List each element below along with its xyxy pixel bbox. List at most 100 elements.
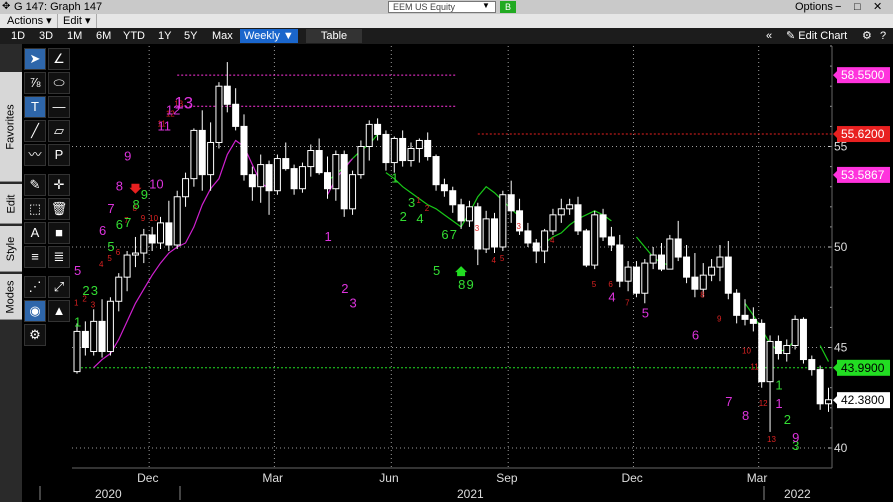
candle-body	[499, 194, 507, 248]
count-red-label: 7	[625, 298, 630, 307]
frequency-dropdown[interactable]: Weekly ▼	[240, 29, 298, 43]
candle-body	[357, 146, 365, 176]
settings-icon[interactable]: ⚙	[862, 30, 872, 42]
count-green-label: 8	[458, 277, 465, 292]
count-red-label: 4	[99, 260, 104, 269]
price-label-icon[interactable]: P	[48, 144, 70, 166]
candle-body	[516, 210, 524, 232]
period-max-button[interactable]: Max	[212, 30, 233, 42]
period-3d-button[interactable]: 3D	[39, 30, 54, 42]
options-menu[interactable]: Options	[795, 1, 833, 13]
count-red-label: 3	[517, 222, 522, 231]
candle-body	[340, 154, 348, 210]
price-label-pointer	[833, 130, 837, 139]
rectangle-icon[interactable]: ▱	[48, 120, 70, 142]
period-1m-button[interactable]: 1M	[67, 30, 83, 42]
horizontal-line-icon[interactable]: —	[48, 96, 70, 118]
candle-body	[106, 300, 114, 353]
count-magenta-label: 5	[74, 263, 81, 278]
crosshair-icon[interactable]: ✛	[48, 174, 70, 196]
ticker-input[interactable]: EEM US Equity	[388, 1, 496, 13]
text-box-icon[interactable]: T	[24, 96, 46, 118]
x-tick-label: Jun	[379, 471, 398, 485]
y-tick-label: 40	[834, 441, 848, 455]
price-label-text: 55.6200	[841, 127, 885, 141]
select-region-icon[interactable]: ⬚	[24, 198, 46, 220]
tab-modes[interactable]: Modes	[0, 274, 22, 320]
collapse-icon[interactable]: «	[766, 30, 773, 42]
count-red-label: 13	[174, 99, 183, 108]
trend-line-icon[interactable]: ╱	[24, 120, 46, 142]
x-tick-label: Dec	[621, 471, 642, 485]
line-style-icon[interactable]: ≡	[24, 246, 46, 268]
fibonacci-icon[interactable]: ⅞	[24, 72, 46, 94]
ruler-icon[interactable]: ⋰	[24, 276, 46, 298]
draw-line-icon[interactable]: ∠	[48, 48, 70, 70]
ellipse-icon[interactable]: ⬭	[48, 72, 70, 94]
count-magenta-label: 1	[325, 229, 332, 244]
price-label-text: 43.9900	[841, 361, 885, 375]
count-red-label: 13	[767, 435, 776, 444]
text-icon[interactable]: A	[24, 222, 46, 244]
y-tick-label: 50	[834, 240, 848, 254]
candle-body	[265, 164, 273, 192]
pen-icon[interactable]: 〰	[24, 144, 46, 166]
tab-style[interactable]: Style	[0, 226, 22, 272]
minimize-icon[interactable]: −	[835, 1, 842, 13]
candle-body	[624, 266, 632, 282]
count-red-label: 5	[592, 280, 597, 289]
count-green-label: 6	[441, 227, 448, 242]
candle-body	[549, 214, 557, 232]
candle-body	[98, 320, 106, 353]
ticker-dropdown-icon[interactable]: ▼	[482, 1, 490, 10]
candle-body	[232, 103, 240, 127]
close-icon[interactable]: ✕	[873, 1, 883, 13]
candle-body	[240, 125, 248, 176]
candle-body	[315, 150, 323, 174]
arrow-pointer-icon[interactable]: ➤	[24, 48, 46, 70]
period-1d-button[interactable]: 1D	[11, 30, 26, 42]
magnet-icon[interactable]: ◉	[24, 300, 46, 322]
y-tick-label: 45	[834, 341, 848, 355]
count-red-label: 8	[132, 204, 137, 213]
tab-favorites[interactable]: Favorites	[0, 72, 22, 182]
ma-magenta-line	[326, 158, 354, 196]
candle-body	[716, 256, 724, 268]
trash-icon[interactable]: 🗑	[48, 198, 70, 220]
tab-edit[interactable]: Edit	[0, 184, 22, 224]
shapes-icon[interactable]: ▲	[48, 300, 70, 322]
period-1y-button[interactable]: 1Y	[158, 30, 172, 42]
drawing-tools: ➤ ∠ ⅞ ⬭ T — ╱ ▱ 〰 P ✎ ✛ ⬚ 🗑 A ■ ≡ ≣ ⋰ ⤢ ◉ ▲ ⚙	[22, 44, 72, 346]
brush-icon[interactable]: ✎	[24, 174, 46, 196]
candle-body	[724, 256, 732, 294]
maximize-icon[interactable]: □	[854, 1, 861, 13]
line-width-icon[interactable]: ≣	[48, 246, 70, 268]
edit-menu[interactable]: Edit ▾	[58, 14, 97, 28]
edit-chart-button[interactable]: ✎ Edit Chart	[786, 30, 848, 42]
count-red-label: 12	[759, 399, 768, 408]
period-6m-button[interactable]: 6M	[96, 30, 112, 42]
count-magenta-label: 13	[174, 93, 193, 112]
candle-body	[324, 172, 331, 190]
candle-body	[591, 214, 599, 266]
color-swatch-icon[interactable]: ■	[48, 222, 70, 244]
year-label: 2022	[784, 487, 811, 501]
go-button[interactable]: B	[500, 1, 516, 13]
measure-icon[interactable]: ⤢	[48, 276, 70, 298]
actions-menu[interactable]: Actions ▾	[2, 14, 58, 28]
candle-body	[666, 238, 674, 270]
candle-body	[273, 158, 281, 192]
help-icon[interactable]: ?	[880, 30, 887, 42]
price-label-box	[837, 392, 890, 409]
candle-body	[131, 252, 139, 256]
count-red-label: 3	[91, 300, 96, 309]
candle-body	[374, 123, 382, 135]
table-button[interactable]: Table	[306, 29, 362, 43]
period-ytd-button[interactable]: YTD	[123, 30, 145, 42]
ma-green-line	[819, 345, 830, 362]
settings-icon[interactable]: ⚙	[24, 324, 46, 346]
count-red-label: 10	[149, 214, 158, 223]
count-red-label: 4	[492, 256, 497, 265]
period-5y-button[interactable]: 5Y	[184, 30, 198, 42]
